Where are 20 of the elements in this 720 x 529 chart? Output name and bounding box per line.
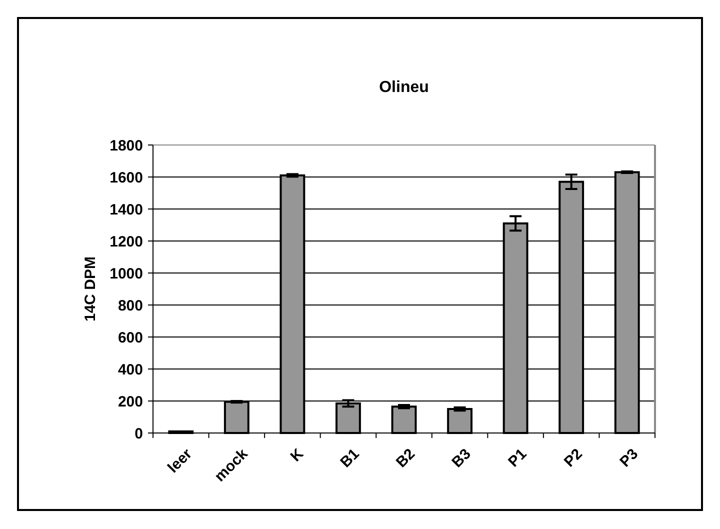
x-tick-label: K bbox=[287, 445, 308, 466]
y-tick-label: 1800 bbox=[110, 137, 143, 154]
x-tick-label: B3 bbox=[448, 446, 474, 472]
x-tick-label: B2 bbox=[392, 446, 419, 472]
y-tick-label: 800 bbox=[118, 297, 143, 314]
y-tick-label: 600 bbox=[118, 329, 143, 346]
x-tick-label: P3 bbox=[616, 446, 642, 471]
y-tick-label: 200 bbox=[118, 393, 143, 410]
x-tick-label: leer bbox=[164, 445, 196, 476]
x-tick-label: B1 bbox=[337, 446, 363, 472]
y-tick-label: 0 bbox=[134, 425, 143, 442]
y-tick-label: 1600 bbox=[110, 169, 143, 186]
y-tick-label: 1200 bbox=[110, 233, 143, 250]
x-tick-label: P2 bbox=[560, 446, 586, 471]
y-tick-label: 1400 bbox=[110, 201, 143, 218]
x-tick-label: P1 bbox=[505, 446, 530, 471]
y-tick-label: 1000 bbox=[110, 265, 143, 282]
y-axis-title: 14C DPM bbox=[82, 256, 99, 322]
y-tick-label: 400 bbox=[118, 361, 143, 378]
chart-title: Olineu bbox=[379, 79, 429, 96]
